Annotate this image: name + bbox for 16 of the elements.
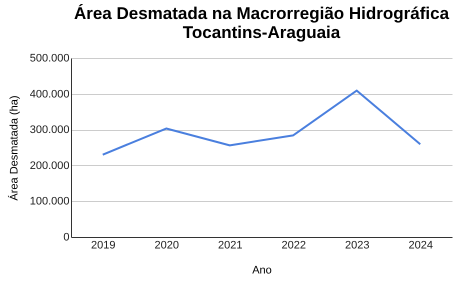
- x-tick-label: 2024: [408, 240, 433, 252]
- y-tick-label: 100.000: [30, 196, 70, 208]
- y-axis-title: Área Desmatada (ha): [8, 95, 21, 201]
- x-axis-title: Ano: [252, 264, 272, 276]
- chart-title: Área Desmatada na Macrorregião Hidrográfica Tocantins-Araguaia: [74, 3, 450, 42]
- y-tick-label: 0: [63, 232, 70, 244]
- y-tick-label: 300.000: [30, 124, 70, 136]
- x-tick-label: 2022: [282, 240, 306, 252]
- x-tick-label: 2019: [91, 240, 116, 252]
- line-series: [102, 90, 422, 156]
- y-tick-label: 200.000: [30, 160, 70, 172]
- x-tick-label: 2021: [218, 240, 242, 252]
- x-tick-label: 2023: [345, 240, 370, 252]
- y-tick-label: 400.000: [30, 88, 70, 100]
- x-tick-label: 2020: [154, 240, 179, 252]
- y-tick-label: 500.000: [30, 52, 70, 64]
